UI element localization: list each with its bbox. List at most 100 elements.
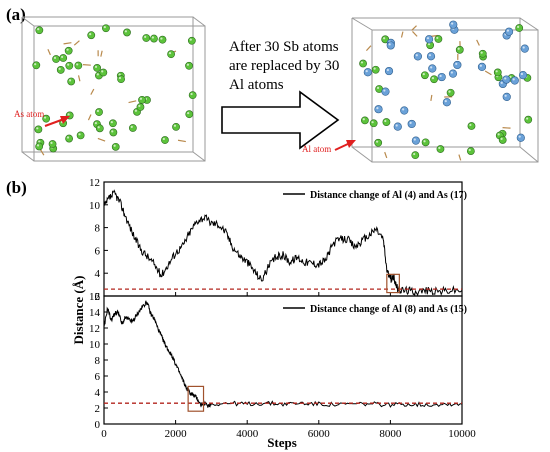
as-atom bbox=[35, 26, 44, 35]
as-atom bbox=[65, 61, 74, 70]
as-atom bbox=[87, 31, 96, 40]
as-atom bbox=[74, 61, 83, 70]
x-axis-label: Steps bbox=[267, 435, 297, 450]
as-atom-highlight bbox=[422, 73, 425, 76]
as-atom-highlight bbox=[173, 124, 177, 127]
as-atom bbox=[188, 91, 197, 100]
bond-stub bbox=[82, 64, 91, 66]
as-atom bbox=[111, 142, 120, 151]
y-tick-label: 6 bbox=[95, 245, 101, 257]
as-atom bbox=[374, 138, 383, 147]
y-tick-label: 14 bbox=[89, 307, 101, 319]
as-atom bbox=[369, 119, 378, 128]
al-atom bbox=[502, 92, 511, 102]
as-atom-highlight bbox=[431, 77, 435, 80]
right-marker-arrow bbox=[334, 140, 356, 151]
al-atom-highlight bbox=[388, 43, 391, 46]
as-atom bbox=[64, 46, 73, 55]
as-atom bbox=[35, 142, 44, 151]
al-atom bbox=[448, 69, 458, 78]
as-atom-highlight bbox=[362, 118, 365, 121]
as-atom-highlight bbox=[130, 125, 133, 128]
series-line bbox=[103, 189, 463, 297]
bond-stub bbox=[63, 42, 72, 45]
chart-bottom: 0 2 4 6 8 10 12 14 16 0 2000 4000 6000 8000 10000 Dista… bbox=[89, 291, 476, 440]
y-tick-label: 4 bbox=[95, 268, 101, 280]
as-atom-highlight bbox=[67, 113, 70, 116]
as-atom-highlight bbox=[61, 55, 64, 59]
as-atom-highlight bbox=[138, 104, 141, 108]
as-atom-highlight bbox=[423, 140, 426, 143]
al-atom bbox=[363, 68, 372, 77]
as-atom bbox=[138, 95, 146, 104]
al-atom bbox=[393, 122, 402, 131]
as-atom-highlight bbox=[371, 121, 374, 124]
as-atom-highlight bbox=[189, 38, 192, 41]
left-atom-label: As atom bbox=[14, 109, 44, 119]
highlight-box bbox=[187, 385, 205, 412]
bond-stub bbox=[365, 45, 372, 52]
al-atom bbox=[400, 106, 409, 115]
panel-b-label: (b) bbox=[6, 178, 27, 197]
as-atom-highlight bbox=[517, 25, 520, 29]
as-atom-highlight bbox=[66, 136, 70, 139]
bond-stub bbox=[47, 48, 51, 56]
left-marker-arrow bbox=[44, 116, 70, 127]
as-atom-highlight bbox=[110, 121, 113, 124]
bond-stub bbox=[87, 114, 92, 121]
legend-label: Distance change of Al (8) and As (15) bbox=[310, 304, 467, 315]
al-atom-highlight bbox=[512, 78, 515, 81]
as-atom-highlight bbox=[186, 63, 190, 66]
as-atom bbox=[65, 134, 74, 143]
as-atom bbox=[371, 65, 380, 74]
bond-stub bbox=[412, 31, 418, 37]
as-atom-highlight bbox=[457, 47, 460, 50]
al-atom bbox=[407, 119, 416, 129]
al-atom-highlight bbox=[409, 121, 412, 124]
right-atom-label: Al atom bbox=[302, 144, 331, 154]
legend-label: Distance change of Al (4) and As (17) bbox=[310, 190, 467, 201]
as-atom-highlight bbox=[376, 86, 380, 89]
bond-stub bbox=[476, 39, 480, 46]
as-atom bbox=[524, 115, 533, 124]
x-tick-label: 0 bbox=[101, 428, 107, 440]
bond-stub bbox=[100, 50, 103, 57]
series-line bbox=[103, 300, 463, 408]
transition-arrow bbox=[221, 90, 340, 150]
as-atom-highlight bbox=[384, 119, 387, 123]
x-tick-label: 10000 bbox=[448, 428, 476, 440]
as-atom-highlight bbox=[160, 37, 163, 40]
al-atom-highlight bbox=[522, 46, 525, 49]
arrow-text-line1: After 30 Sb atoms bbox=[229, 39, 339, 55]
al-atom-highlight bbox=[383, 89, 386, 92]
al-atom-highlight bbox=[504, 94, 507, 97]
y-tick-label: 2 bbox=[95, 403, 101, 415]
bond-stub bbox=[73, 40, 80, 46]
as-atom-highlight bbox=[101, 70, 104, 73]
as-atom bbox=[93, 64, 102, 72]
as-atom-highlight bbox=[113, 144, 116, 147]
left-atom-cluster bbox=[32, 24, 197, 156]
as-atom-highlight bbox=[469, 123, 472, 127]
al-atom-highlight bbox=[439, 74, 442, 78]
as-atom-highlight bbox=[111, 130, 114, 133]
al-atom bbox=[449, 20, 458, 29]
right-atom-cluster bbox=[359, 20, 533, 161]
bond-stub bbox=[430, 94, 433, 102]
as-atom-highlight bbox=[495, 70, 498, 73]
bond-stub bbox=[502, 127, 511, 129]
as-atom-highlight bbox=[94, 121, 97, 125]
as-atom bbox=[420, 71, 429, 80]
as-atom bbox=[478, 49, 487, 58]
al-atom bbox=[384, 66, 394, 76]
as-atom bbox=[128, 124, 137, 132]
as-atom-highlight bbox=[96, 73, 99, 76]
as-atom-highlight bbox=[89, 33, 92, 36]
as-atom bbox=[48, 140, 57, 148]
as-atom bbox=[466, 147, 475, 155]
as-atom-highlight bbox=[76, 63, 79, 66]
as-atom bbox=[34, 125, 43, 134]
arrow-text-line3: Al atoms bbox=[229, 77, 284, 93]
as-atom bbox=[59, 54, 68, 62]
al-atom-highlight bbox=[444, 100, 447, 103]
